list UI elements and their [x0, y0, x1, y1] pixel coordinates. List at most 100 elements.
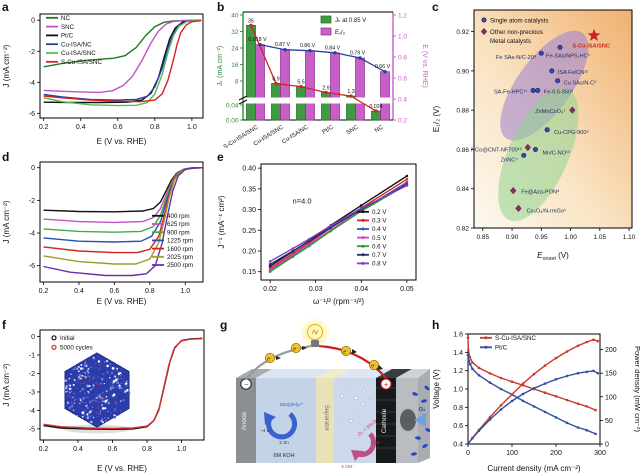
series-S-Cu-ISA/SNC — [467, 337, 596, 411]
jk-value-label: 6.9 — [272, 76, 279, 82]
speckle — [103, 382, 105, 385]
left-tick-label: 16 — [231, 62, 239, 69]
legend-label: 625 rpm — [167, 221, 190, 228]
x-tick-label: 0.03 — [309, 286, 323, 293]
y-tick-label: -2 — [29, 371, 35, 378]
cathode-arrowhead — [351, 450, 364, 461]
electrolyte2-top-face — [334, 369, 392, 378]
speckle — [87, 386, 91, 390]
marker-Pt/C — [594, 432, 597, 436]
speckle — [117, 404, 119, 406]
region-single-atom-region — [500, 30, 589, 141]
speckle — [98, 414, 101, 417]
panel-letter-b: b — [217, 0, 225, 14]
speckle — [125, 388, 129, 392]
point-Fe-0.5-950² — [535, 88, 541, 94]
speckle — [119, 400, 122, 403]
cathode-rxn-bot: 4 OH⁻ — [341, 464, 355, 470]
marker-Pt/C — [488, 381, 492, 384]
jk-value-label: 5.5 — [297, 80, 304, 86]
speckle — [115, 393, 117, 395]
e12-value-label: 0.86 V — [300, 43, 316, 49]
marker-S-Cu-ISA/SNC — [585, 405, 589, 408]
x-tick-label: 0.8 — [142, 446, 152, 453]
speckle-red — [114, 400, 116, 402]
speckle — [81, 411, 85, 415]
speckle — [104, 419, 108, 423]
legend-marker — [484, 345, 488, 349]
speckle — [84, 401, 87, 404]
y-tick-label: 0.20 — [242, 249, 256, 256]
chart-e-canvas: 0.02 0.03 0.04 0.05 0.15 0.20 0.25 0.30 0.35 0.40… — [217, 163, 417, 306]
legend-label: Other non-precious — [490, 29, 543, 36]
legend-label: 5000 cycles — [60, 345, 93, 352]
speckle — [72, 389, 75, 393]
bubbles — [338, 388, 372, 425]
speckle — [101, 392, 103, 394]
speckle — [107, 417, 109, 419]
bar-jk-Pt/C — [321, 92, 331, 121]
marker-0.2 V — [405, 174, 409, 178]
speckle — [96, 389, 98, 391]
e12-marker — [383, 70, 387, 74]
right-axis-label: E (V vs. RHE) — [421, 44, 428, 88]
y-tick-label: -4 — [29, 80, 35, 87]
legend-marker — [361, 227, 365, 231]
y-tick-label: 0.4 — [453, 442, 463, 449]
marker-0.8 V — [329, 224, 333, 227]
right-axis-label: Power density (mW cm⁻²) — [633, 346, 640, 433]
left-tick-label: 0.04 — [226, 103, 239, 110]
y-tick-label: 0.86 — [456, 147, 469, 154]
speckle — [73, 366, 77, 369]
y-tick-label: 0.6 — [453, 423, 463, 430]
speckle — [69, 370, 72, 374]
speckle — [88, 411, 91, 414]
electron-label: e⁻ — [267, 357, 273, 363]
marker-S-Cu-ISA/SNC — [477, 366, 481, 370]
speckle — [84, 360, 86, 362]
panel-letter-c: c — [432, 0, 439, 14]
y-tick-label: 0.8 — [453, 405, 463, 412]
legend-label: Pt/C — [495, 345, 508, 352]
marker-0.8 V — [405, 184, 409, 187]
jk-marker — [299, 84, 303, 89]
speckle-red — [97, 406, 99, 408]
speckle — [91, 414, 94, 417]
speckle — [92, 386, 94, 388]
e12-marker — [283, 48, 287, 52]
speckle — [114, 378, 118, 382]
speckle — [81, 376, 84, 379]
plot-frame — [39, 13, 204, 119]
speckle — [69, 384, 72, 387]
plus-terminal — [380, 378, 392, 390]
speckle — [84, 366, 86, 368]
speckle-red — [73, 399, 75, 402]
panel-letter-f: f — [2, 318, 6, 332]
point-label: S-Cu-ISA/SNC — [572, 44, 610, 50]
speckle — [113, 361, 115, 363]
marker-S-Cu-ISA/SNC power — [592, 338, 595, 341]
left-tick-label: 24 — [231, 46, 239, 53]
panel-f: f 0.2 0.4 0.6 0.8 1.0 0 -1 -2 -3 -4 -5 E (V vs. RHE… — [0, 318, 218, 475]
x-axis-label: E (V vs. RHE) — [97, 297, 147, 306]
panel-h: h 0 100 200 300 0.4 0.6 0.8 1.0 1.2 1.4 1.6 0 50 100 1… — [430, 318, 640, 475]
right-tick-label: 0.8 — [398, 55, 407, 62]
marker-S-Cu-ISA/SNC power — [554, 356, 558, 360]
y-tick-label: 1.2 — [453, 368, 463, 375]
speckle — [105, 390, 108, 393]
anode-rxn-bot: 2 Zn — [279, 440, 289, 446]
marker-Pt/C power — [471, 437, 474, 440]
marker-Pt/C power — [488, 418, 492, 421]
x-tick-label: 0.6 — [113, 124, 123, 131]
speckle — [78, 373, 82, 377]
speckle-red — [90, 401, 92, 404]
legend-marker — [361, 236, 365, 240]
speckle — [86, 416, 90, 419]
speckle — [95, 364, 99, 367]
y-tick-label: 0.35 — [242, 186, 256, 193]
legend-label: NC — [61, 15, 70, 22]
speckle — [78, 402, 81, 405]
x-tick-label: 0.85 — [476, 234, 489, 241]
legend-marker — [361, 218, 365, 222]
legend-label-e12: E₁/₂ — [335, 30, 346, 36]
